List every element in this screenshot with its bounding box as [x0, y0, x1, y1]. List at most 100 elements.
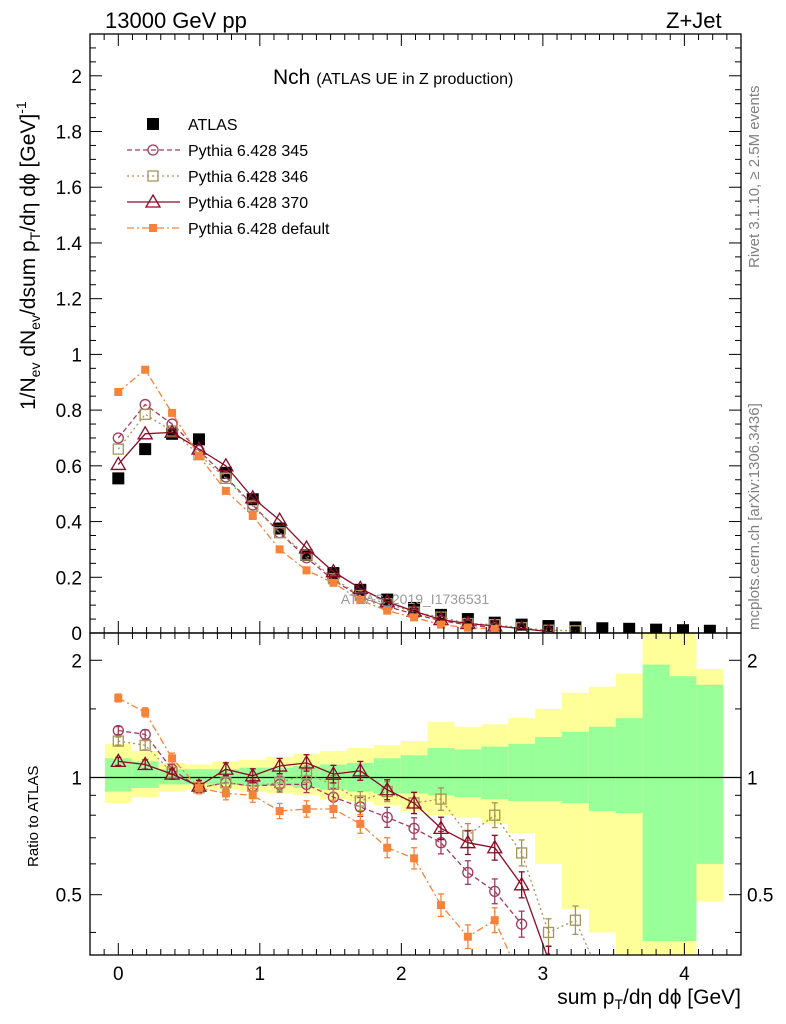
x-tick-label: 2 [396, 964, 407, 985]
data-point [325, 563, 342, 578]
ratio-y-tick-label-right: 1 [747, 768, 758, 789]
ratio-point [432, 820, 450, 835]
ratio-point [110, 753, 127, 768]
ratio-point [379, 781, 396, 796]
ratio-point [221, 789, 230, 798]
data-point [569, 621, 582, 633]
x-tick-label: 3 [538, 964, 549, 985]
ratio-point [354, 795, 366, 807]
data-point [244, 489, 261, 504]
ratio-point [114, 694, 123, 703]
data-point [410, 613, 419, 622]
ratio-y-tick-label: 0.5 [56, 886, 82, 907]
data-point [110, 456, 127, 471]
ratio-point [462, 866, 474, 879]
y-tick-label: 0.2 [56, 568, 82, 589]
ratio-point [273, 776, 286, 789]
ratio-point [489, 809, 501, 821]
data-point [329, 578, 338, 587]
data-point [141, 365, 150, 374]
ratio-point [275, 807, 284, 816]
ratio-point [597, 976, 607, 986]
data-point [248, 511, 257, 520]
data-point [137, 425, 154, 440]
data-point [166, 418, 178, 430]
data-point [408, 601, 421, 614]
ratio-pythia-6-428-370 [110, 753, 552, 955]
series-line [117, 403, 495, 629]
ratio-point [139, 739, 151, 751]
data-point [542, 620, 555, 633]
uncertainty-band-outer [615, 673, 643, 955]
legend: ATLAS Pythia 6.428 345 Pythia 6.428 346 Pyt… [127, 117, 330, 238]
ratio-point [486, 839, 503, 854]
ratio-point [139, 728, 151, 741]
ratio-y-tick-label-right: 0.5 [747, 886, 773, 907]
ratio-y-tick-label: 2 [71, 651, 82, 672]
ratio-point [302, 804, 311, 813]
data-point [114, 388, 123, 397]
header-left-label: 13000 GeV pp [105, 8, 247, 33]
data-point [271, 511, 288, 526]
data-point [596, 622, 609, 633]
ratio-point [515, 918, 528, 930]
legend-label: ATLAS [188, 117, 238, 134]
ratio-point [515, 847, 528, 859]
x-tick-label: 0 [113, 964, 124, 985]
mcplots-source-label: mcplots.cern.ch [arXiv:1306.3436] [746, 403, 763, 630]
ratio-point [356, 819, 365, 828]
ratio-y-tick-label: 1 [71, 768, 82, 789]
uncertainty-band-inner [561, 731, 589, 803]
analysis-watermark: ATLAS_2019_I1736531 [341, 591, 490, 607]
data-point [300, 549, 313, 561]
ratio-point [410, 854, 419, 863]
data-point [112, 472, 125, 485]
ratio-point [298, 754, 315, 769]
chart-subtitle: (ATLAS UE in Z production) [316, 71, 514, 88]
data-point [163, 424, 181, 439]
ratio-point [569, 914, 582, 926]
data-point [542, 623, 555, 633]
ratio-point [352, 762, 369, 777]
ratio-point [244, 767, 261, 782]
series-line [117, 431, 549, 633]
ratio-point [217, 760, 234, 775]
data-point [352, 580, 369, 595]
legend-marker [144, 193, 162, 208]
ratio-point [459, 834, 476, 849]
data-point [356, 596, 365, 605]
ratio-point [168, 754, 177, 763]
data-point [490, 624, 499, 633]
y-tick-label: 1.2 [56, 290, 82, 311]
data-point [383, 606, 392, 615]
data-point [463, 623, 472, 632]
data-point [192, 433, 205, 446]
data-point [302, 566, 311, 575]
legend-label: Pythia 6.428 346 [188, 169, 308, 186]
data-point [273, 527, 286, 539]
ratio-point [513, 876, 530, 891]
uncertainty-band-inner [669, 676, 697, 942]
ratio-point [463, 932, 472, 941]
ratio-point [271, 757, 288, 772]
ratio-axis-title: Ratio to ATLAS [25, 766, 42, 867]
ratio-y-tick-label-right: 2 [747, 651, 758, 672]
ratio-point [490, 916, 499, 925]
y-tick-label: 1.6 [56, 178, 82, 199]
y-tick-label: 0.4 [56, 513, 83, 534]
y-tick-label: 2 [71, 67, 82, 88]
data-point [514, 620, 530, 633]
y-tick-label: 0.8 [56, 401, 82, 422]
y-tick-label: 1.8 [56, 123, 82, 144]
data-point [112, 432, 124, 444]
data-point [436, 620, 445, 629]
legend-label: Pythia 6.428 default [188, 221, 330, 238]
ratio-point [408, 822, 420, 835]
uncertainty-band-inner [696, 684, 724, 864]
data-point [217, 457, 234, 472]
y-tick-label: 1.4 [56, 234, 83, 255]
x-tick-label: 4 [679, 964, 690, 985]
ratio-point [194, 783, 203, 792]
legend-label: Pythia 6.428 370 [188, 195, 308, 212]
